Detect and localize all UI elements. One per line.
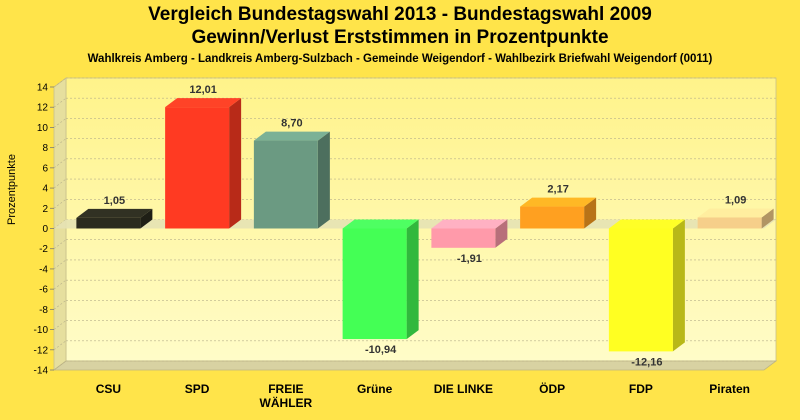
- grid-line: [53, 279, 67, 290]
- bar-spd: [165, 98, 242, 229]
- bar-freie-wähler: [253, 131, 330, 229]
- value-label: -1,91: [457, 253, 482, 265]
- y-tick-label: -4: [39, 264, 48, 275]
- y-tick-label: 8: [42, 143, 48, 154]
- grid-line: [53, 158, 67, 169]
- grid-line: [53, 199, 67, 209]
- bar-front: [342, 228, 407, 340]
- grid-line: [53, 340, 67, 351]
- bar-side: [140, 208, 153, 229]
- grid-line: [53, 320, 67, 330]
- grid-line: [53, 178, 67, 189]
- bar-top: [520, 197, 597, 207]
- bar-piraten: [697, 208, 774, 229]
- y-tick-label: 0: [42, 224, 48, 235]
- y-tick-label: 6: [42, 163, 48, 174]
- bar-top: [608, 219, 685, 229]
- y-tick-label: 2: [42, 204, 48, 215]
- bar-front: [608, 228, 673, 352]
- y-tick-label: 14: [37, 83, 49, 94]
- plot-floor: [52, 360, 778, 371]
- value-labels: 1,05 12,01 8,70 -10,94 -1,91 2,17 -12,16 1,09: [104, 84, 747, 368]
- bar-front: [697, 217, 762, 229]
- bar-side: [317, 131, 330, 229]
- value-label: 12,01: [189, 84, 217, 96]
- bar-top: [431, 219, 508, 229]
- grid-line: [53, 259, 67, 270]
- value-label: 2,17: [547, 184, 568, 196]
- y-tick-label: 4: [42, 184, 48, 195]
- bar-top: [697, 208, 774, 218]
- bar-top: [76, 208, 153, 218]
- x-category-label: Piraten: [709, 382, 750, 396]
- y-tick-label: -12: [34, 345, 49, 356]
- bar-top: [165, 98, 242, 108]
- x-category-label: ÖDP: [539, 381, 565, 396]
- bar-ödp: [520, 197, 597, 229]
- grid-line: [53, 97, 67, 108]
- grid-line: [53, 239, 67, 249]
- bar-side: [672, 219, 685, 352]
- bar-front: [253, 140, 318, 229]
- value-label: 1,09: [725, 194, 746, 206]
- bar-side: [406, 219, 419, 340]
- bar-top: [342, 219, 419, 229]
- y-tick-label: -10: [34, 325, 49, 336]
- y-ticks: 14 12 10 8 6 4 2 0 -2 -4 -6 -8 -10 -12 -14: [34, 83, 54, 377]
- bar-side: [495, 219, 508, 248]
- bar-front: [165, 107, 230, 229]
- y-tick-label: 10: [37, 123, 49, 134]
- value-label: -10,94: [365, 344, 397, 356]
- y-tick-label: -2: [39, 244, 48, 255]
- value-label: 1,05: [104, 195, 125, 207]
- bar-side: [584, 197, 597, 229]
- grid-line: [53, 118, 67, 128]
- grid-line: [53, 77, 67, 88]
- x-category-label: CSU: [96, 382, 121, 396]
- value-label: -12,16: [631, 356, 662, 368]
- x-category-label: Grüne: [357, 382, 393, 396]
- x-category-label: FREIE: [268, 382, 303, 396]
- bar-front: [76, 217, 141, 229]
- x-category-label: WÄHLER: [260, 395, 313, 410]
- y-tick-label: -8: [39, 305, 48, 316]
- bar-grüne: [342, 219, 419, 340]
- bar-front: [520, 206, 585, 229]
- chart-caption: Wahlkreis Amberg - Landkreis Amberg-Sulz…: [87, 53, 713, 65]
- value-label: 8,70: [281, 118, 302, 130]
- bar-csu: [76, 208, 153, 229]
- bar-die-linke: [431, 219, 508, 248]
- bar-fdp: [608, 219, 685, 352]
- bar-side: [229, 98, 242, 229]
- x-category-label: FDP: [629, 382, 653, 396]
- bar-front: [431, 228, 496, 248]
- grid-line: [53, 138, 67, 148]
- y-tick-label: 12: [37, 103, 49, 114]
- grid-line: [53, 360, 67, 371]
- grid-line: [53, 300, 67, 310]
- chart-subtitle: Gewinn/Verlust Erststimmen in Prozentpun…: [191, 27, 609, 48]
- bar-top: [253, 131, 330, 141]
- bars: [76, 98, 774, 352]
- x-category-label: DIE LINKE: [434, 382, 493, 396]
- x-category-label: SPD: [185, 382, 210, 396]
- chart-title: Vergleich Bundestagswahl 2013 - Bundesta…: [148, 4, 652, 25]
- bar-side: [761, 208, 774, 229]
- y-tick-label: -14: [34, 366, 49, 377]
- y-tick-label: -6: [39, 285, 48, 296]
